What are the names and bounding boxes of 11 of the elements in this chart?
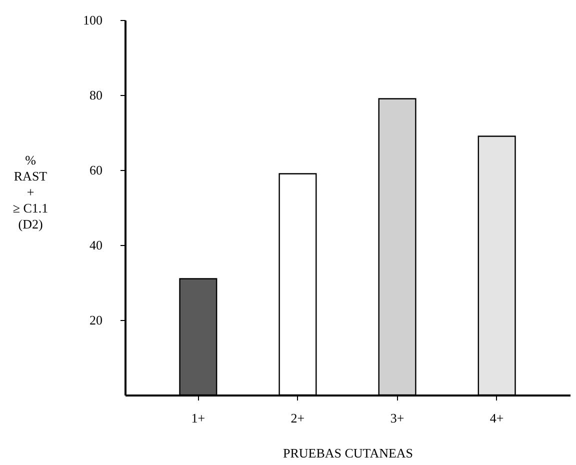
y-tick-label: 40 [90, 238, 102, 252]
x-tick-label: 2+ [290, 410, 305, 426]
y-axis-title: % RAST + ≥ C1.1 (D2) [12, 152, 48, 232]
y-tick-label: 60 [90, 162, 102, 178]
x-tick-label: 1+ [191, 410, 206, 426]
y-tick-label: 20 [90, 312, 102, 328]
x-tick-label: 3+ [390, 410, 404, 426]
x-axis-title: PRUEBAS CUTANEAS [282, 446, 414, 460]
y-tick-label: 100 [83, 12, 102, 28]
y-tick-label: 80 [90, 88, 102, 102]
x-tick-label: 4+ [490, 410, 504, 426]
